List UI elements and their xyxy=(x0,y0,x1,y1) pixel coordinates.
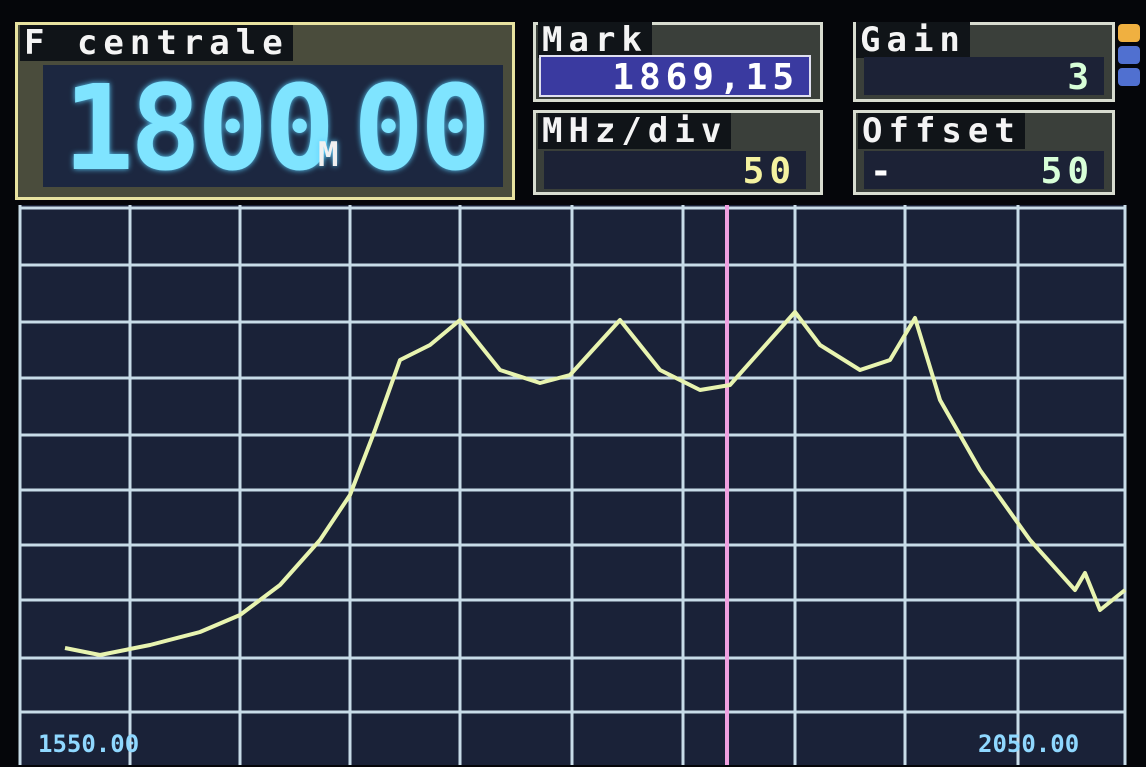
spectrum-plot xyxy=(0,0,1146,767)
start-frequency: 1550.00 xyxy=(38,730,139,758)
analyzer-screen: F centrale 1800 M 00 Mark 1869,15 MHz/di… xyxy=(0,0,1146,767)
end-frequency: 2050.00 xyxy=(978,730,1079,758)
